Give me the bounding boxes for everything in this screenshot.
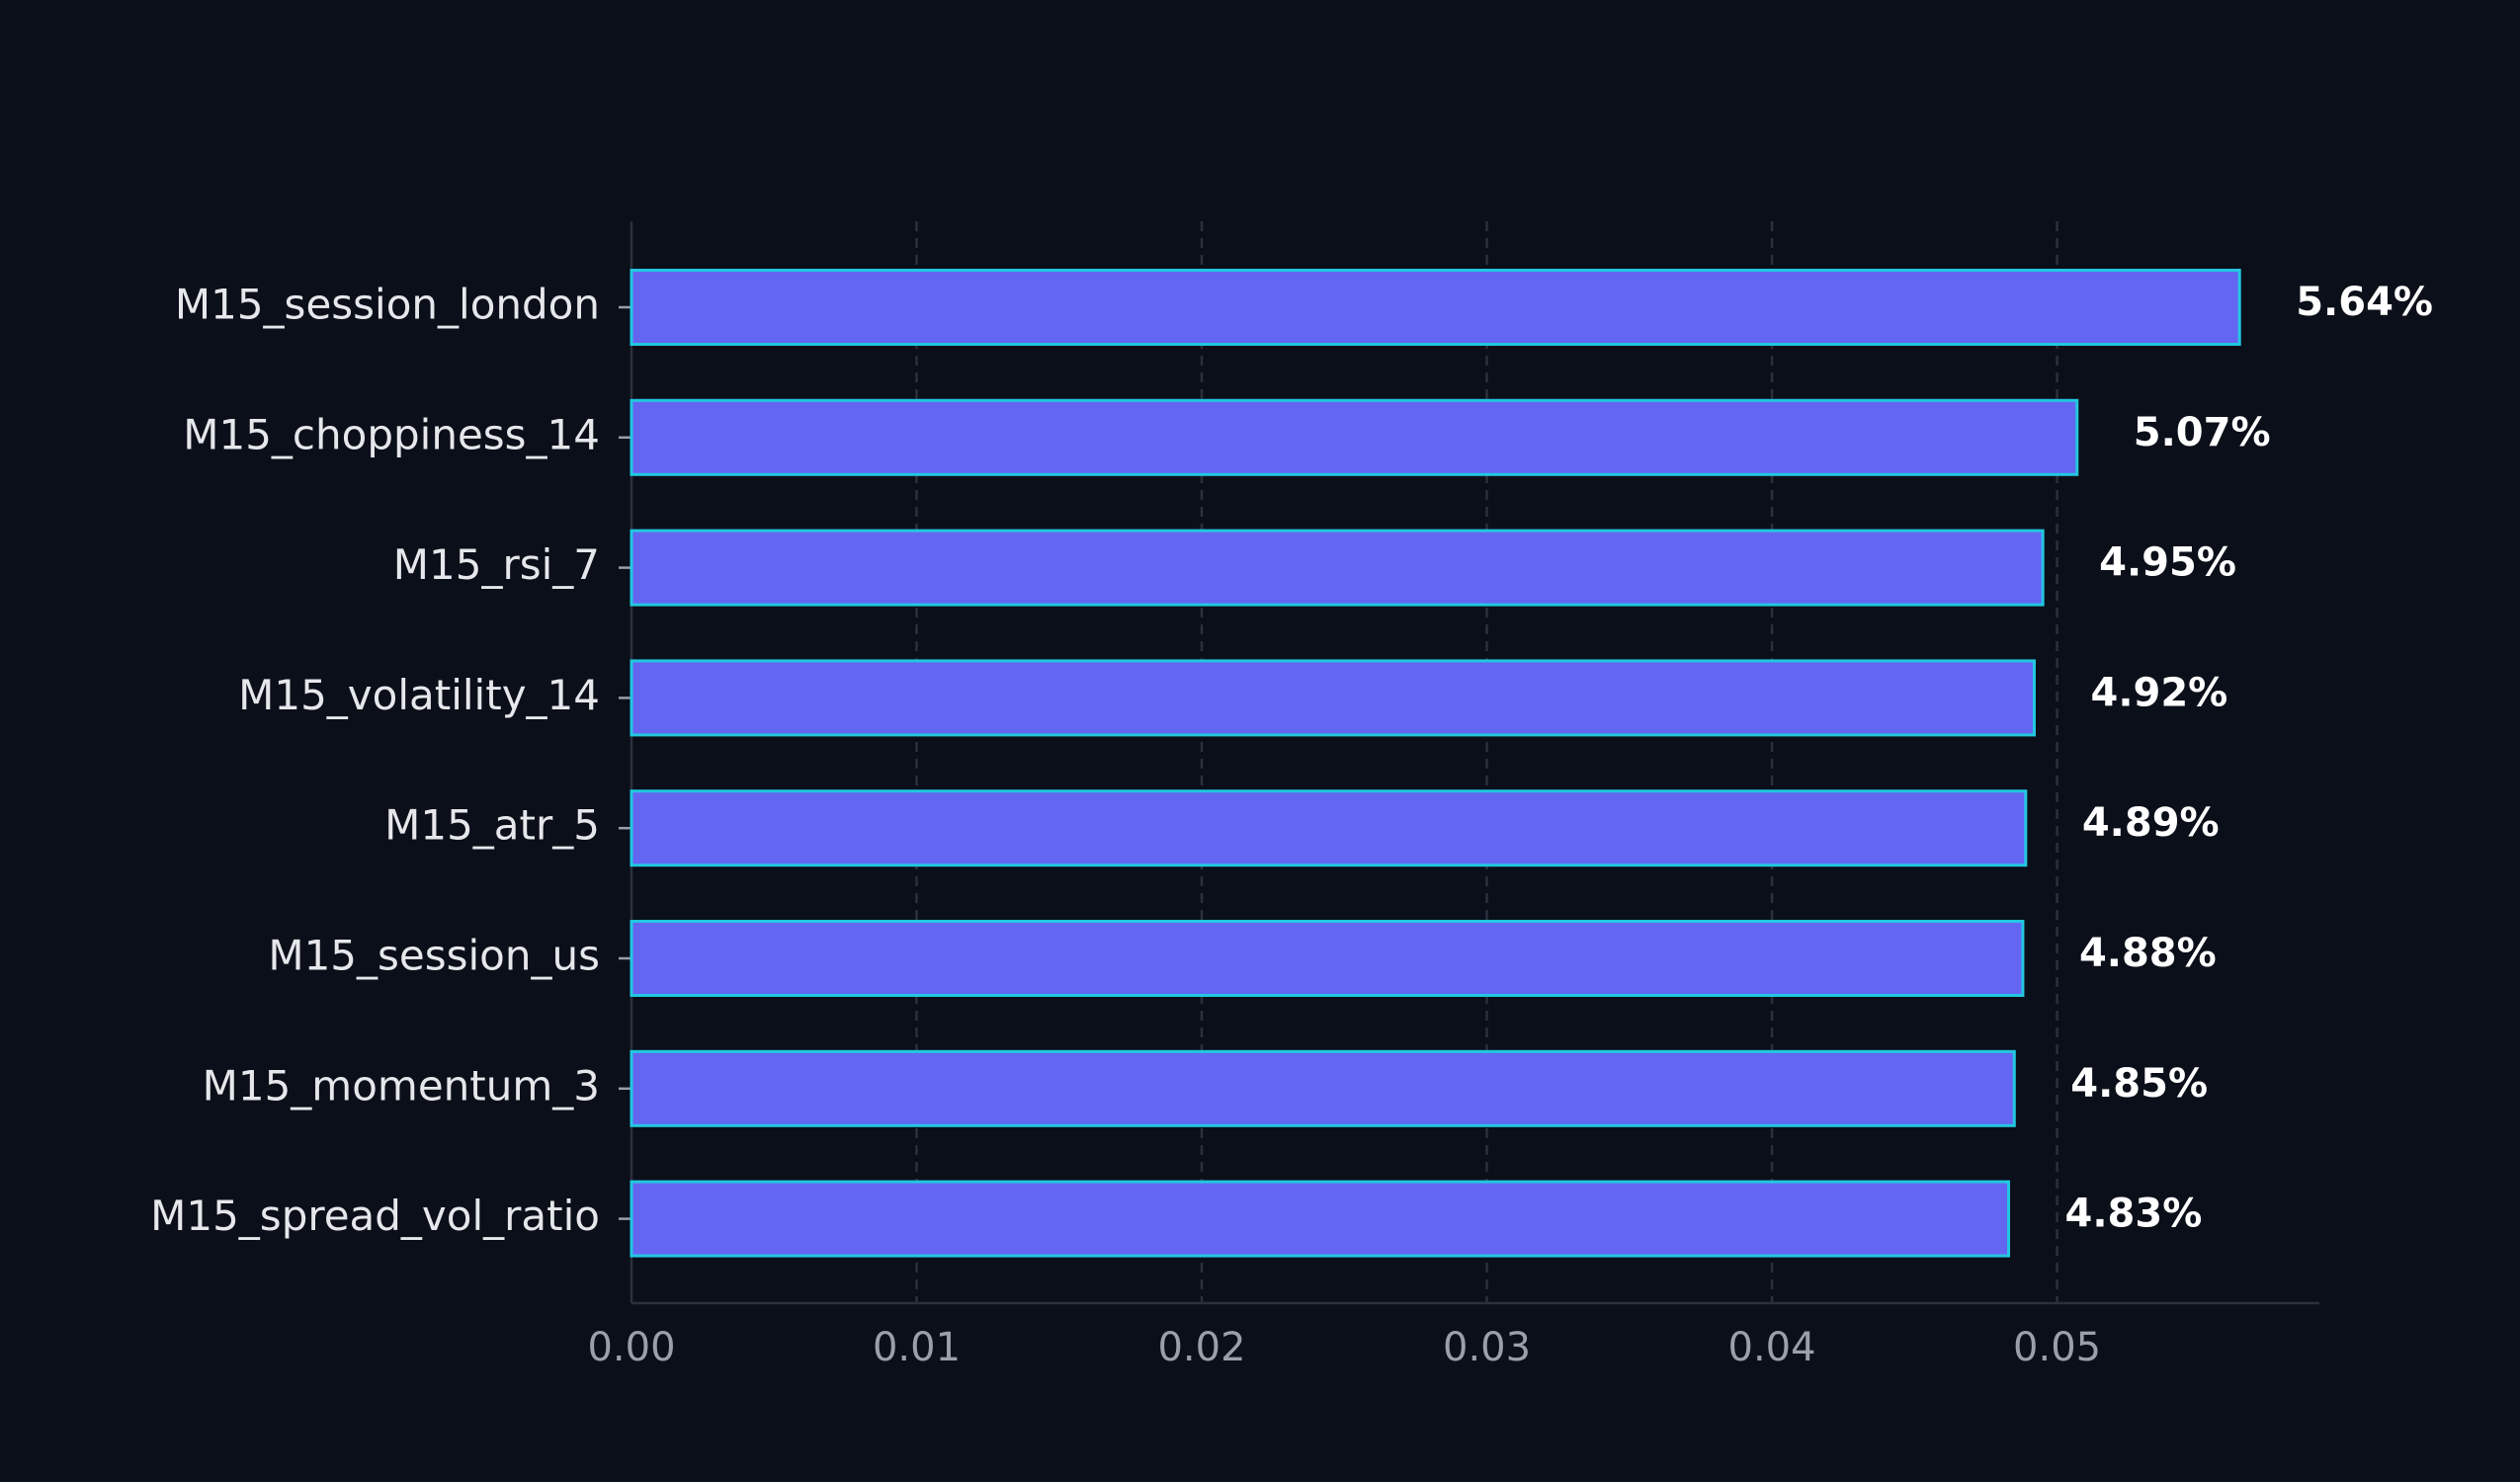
bar [630, 1049, 2016, 1127]
value-label: 4.89% [2082, 800, 2220, 846]
value-label: 4.85% [2070, 1061, 2208, 1107]
y-tick-label: M15_rsi_7 [393, 540, 600, 589]
bar [630, 529, 2045, 607]
y-tick-label: M15_spread_vol_ratio [150, 1192, 600, 1240]
y-tick-label: M15_choppiness_14 [183, 410, 600, 458]
y-tick-label: M15_volatility_14 [238, 671, 600, 719]
bar [630, 1180, 2011, 1258]
y-tick-label: M15_atr_5 [384, 801, 600, 850]
x-tick-label: 0.05 [2013, 1325, 2101, 1370]
x-tick-label: 0.01 [873, 1325, 961, 1370]
x-tick-label: 0.03 [1443, 1325, 1531, 1370]
y-tick-label: M15_session_us [268, 932, 600, 980]
bar [630, 789, 2028, 867]
y-tick-label: M15_session_london [175, 281, 600, 329]
y-tick-label: M15_momentum_3 [203, 1061, 600, 1110]
value-label: 4.92% [2090, 670, 2227, 715]
x-tick-label: 0.04 [1728, 1325, 1816, 1370]
bar [630, 398, 2079, 476]
value-label: 4.88% [2079, 931, 2217, 976]
value-label: 4.95% [2099, 540, 2236, 586]
x-tick-label: 0.00 [587, 1325, 675, 1370]
value-label: 5.07% [2134, 410, 2271, 455]
bar [630, 920, 2025, 997]
bar [630, 269, 2241, 346]
x-tick-label: 0.02 [1157, 1325, 1245, 1370]
value-label: 5.64% [2296, 280, 2433, 325]
value-label: 4.83% [2065, 1192, 2203, 1237]
bar [630, 659, 2036, 737]
